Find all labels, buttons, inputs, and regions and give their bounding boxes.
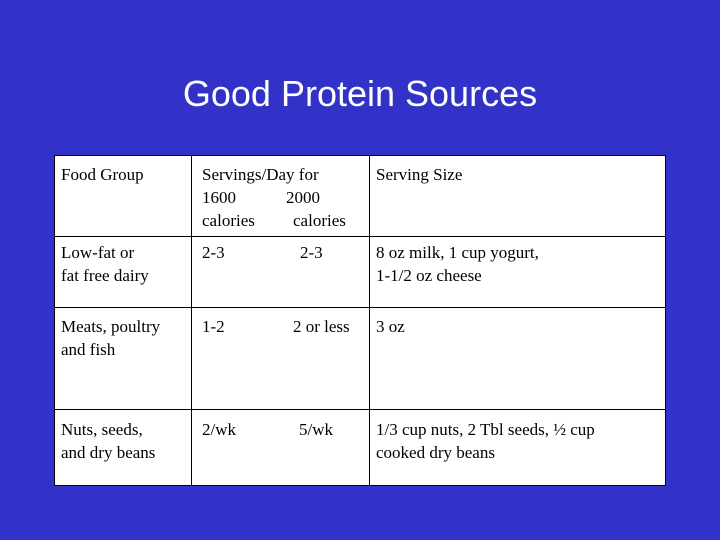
row-dairy-size-line2: 1-1/2 oz cheese [376, 266, 482, 285]
row-nuts-food-group-line2: and dry beans [61, 443, 156, 462]
row-dairy-servings-1600: 2-3 [202, 243, 225, 262]
row-divider-2 [55, 409, 665, 410]
header-servings-per-day: Servings/Day for [202, 165, 319, 184]
row-dairy-size-line1: 8 oz milk, 1 cup yogurt, [376, 243, 539, 262]
row-divider-1 [55, 307, 665, 308]
header-calories-2000: calories [293, 211, 346, 230]
row-nuts-size-line1: 1/3 cup nuts, 2 Tbl seeds, ½ cup [376, 420, 595, 439]
row-nuts-servings-2000: 5/wk [299, 420, 333, 439]
header-calories-1600: calories [202, 211, 255, 230]
header-servings-2000: 2000 [286, 188, 320, 207]
row-meats-servings-2000: 2 or less [293, 317, 350, 336]
slide-title: Good Protein Sources [182, 73, 538, 114]
row-nuts-food-group-line1: Nuts, seeds, [61, 420, 143, 439]
row-dairy-food-group-line2: fat free dairy [61, 266, 149, 285]
row-divider-header [55, 236, 665, 237]
row-nuts-size-line2: cooked dry beans [376, 443, 495, 462]
row-nuts-servings-1600: 2/wk [202, 420, 236, 439]
row-dairy-servings-2000: 2-3 [300, 243, 323, 262]
column-divider-2 [369, 156, 370, 485]
column-divider-1 [191, 156, 192, 485]
header-servings-1600: 1600 [202, 188, 236, 207]
row-meats-size-line1: 3 oz [376, 317, 405, 336]
protein-sources-table: Food Group Servings/Day for 1600 2000 ca… [54, 155, 666, 486]
header-serving-size: Serving Size [376, 165, 463, 184]
row-dairy-food-group-line1: Low-fat or [61, 243, 135, 262]
row-meats-servings-1600: 1-2 [202, 317, 225, 336]
header-food-group: Food Group [61, 165, 144, 184]
row-meats-food-group-line1: Meats, poultry [61, 317, 161, 336]
row-meats-food-group-line2: and fish [61, 340, 116, 359]
